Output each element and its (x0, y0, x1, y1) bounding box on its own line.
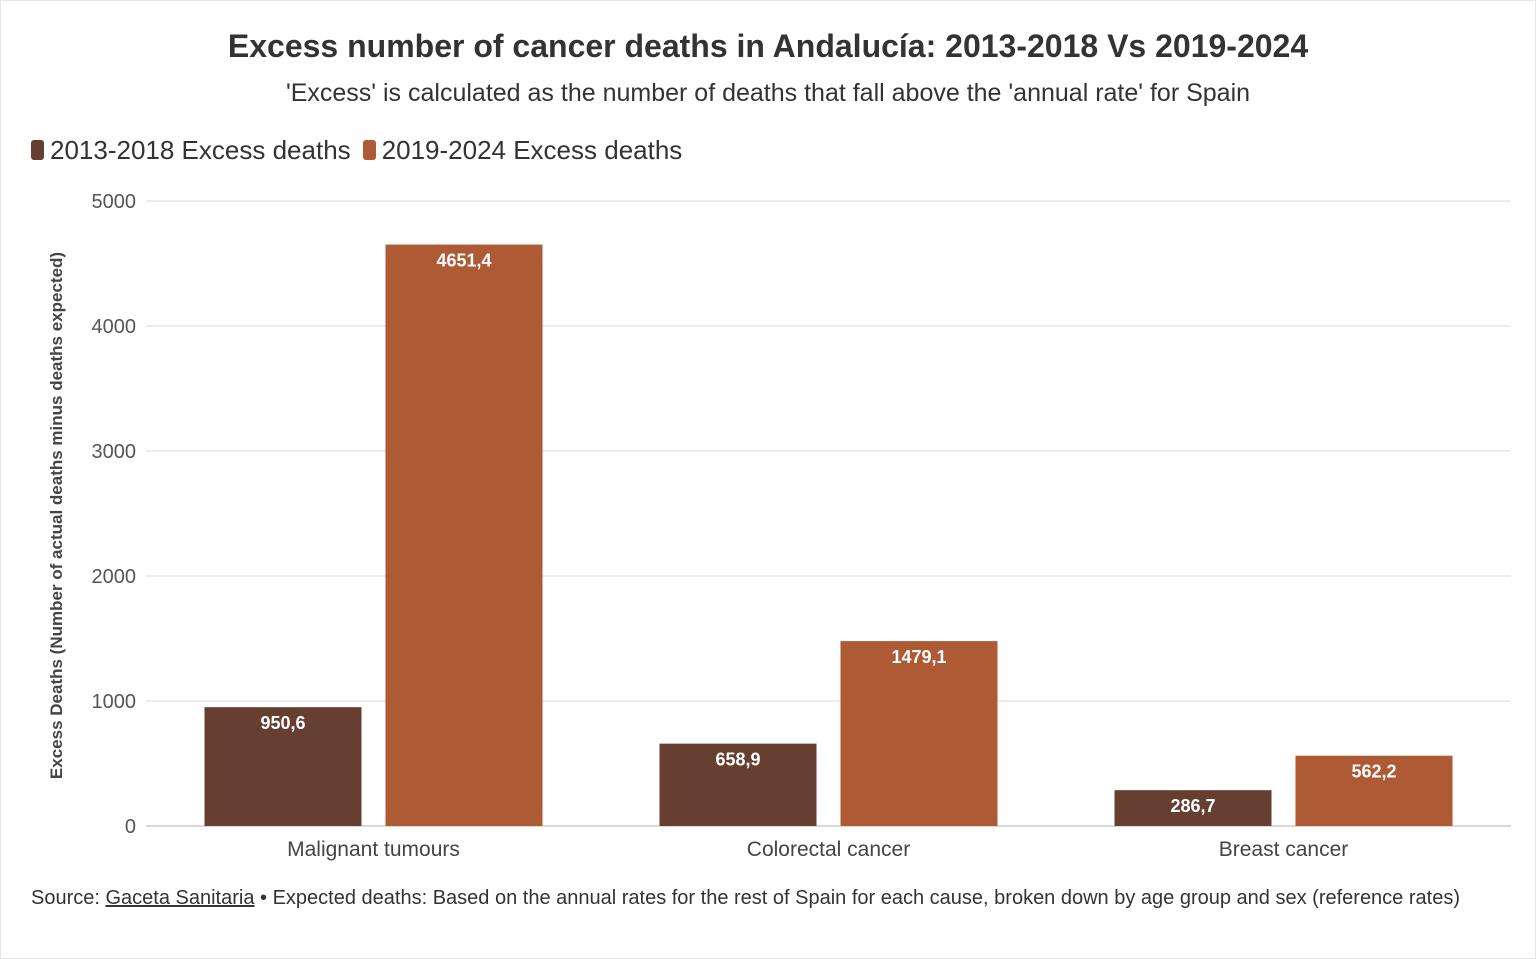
source-link[interactable]: Gaceta Sanitaria (105, 887, 255, 909)
data-label-2013-2018-1: 658,9 (715, 750, 760, 770)
data-label-2019-2024-0: 4651,4 (436, 251, 491, 271)
legend: 2013-2018 Excess deaths 2019-2024 Excess… (31, 134, 694, 166)
y-tick-label-5000: 5000 (92, 191, 137, 213)
legend-swatch-2019-2024 (362, 140, 376, 160)
y-tick-label-4000: 4000 (92, 316, 137, 338)
source-prefix: Source: (31, 887, 106, 909)
y-tick-label-3000: 3000 (92, 441, 137, 463)
bar-chart: 0 1000 2000 3000 4000 5000 Excess Deaths (Numb… (47, 191, 1511, 861)
legend-label-2013-2018: 2013-2018 Excess deaths (50, 134, 351, 165)
footer-note: Source: Gaceta Sanitaria • Expected deat… (31, 884, 1491, 913)
x-tick-label-1: Colorectal cancer (747, 838, 910, 861)
bar-2019-2024-2 (1295, 755, 1453, 826)
footer-note-text: • Expected deaths: Based on the annual r… (254, 887, 1460, 909)
data-label-2013-2018-2: 286,7 (1170, 796, 1215, 816)
y-tick-label-1000: 1000 (92, 691, 137, 713)
chart-subtitle: 'Excess' is calculated as the number of … (285, 79, 1251, 107)
bar-2013-2018-2 (1114, 790, 1272, 826)
data-label-2019-2024-2: 562,2 (1351, 762, 1396, 782)
y-axis-label: Excess Deaths (Number of actual deaths m… (47, 252, 66, 779)
bar-2013-2018-0 (204, 707, 362, 826)
legend-swatch-2013-2018 (31, 140, 44, 160)
data-label-2019-2024-1: 1479,1 (891, 647, 946, 667)
data-label-2013-2018-0: 950,6 (260, 713, 305, 733)
chart-title: Excess number of cancer deaths in Andalu… (227, 28, 1309, 64)
bar-2013-2018-1 (659, 743, 817, 826)
bar-2019-2024-1 (840, 641, 998, 826)
y-tick-label-2000: 2000 (92, 566, 137, 588)
bar-2019-2024-0 (385, 244, 543, 826)
x-tick-label-0: Malignant tumours (287, 838, 460, 861)
y-tick-label-0: 0 (125, 816, 136, 838)
legend-label-2019-2024: 2019-2024 Excess deaths (381, 134, 683, 165)
legend-item-2013-2018[interactable]: 2013-2018 Excess deaths (31, 135, 351, 166)
x-tick-label-2: Breast cancer (1219, 838, 1349, 861)
legend-item-2019-2024[interactable]: 2019-2024 Excess deaths (362, 134, 683, 166)
